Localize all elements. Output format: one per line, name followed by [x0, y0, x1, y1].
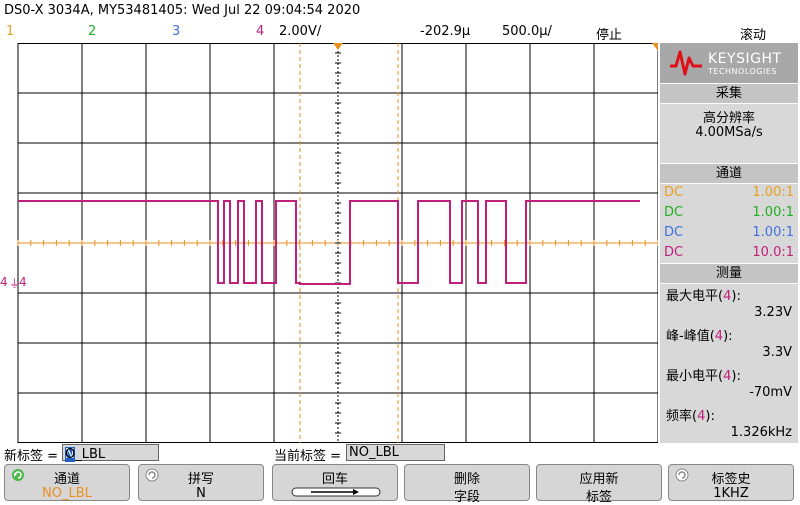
ch3-probe: 1.00:1 — [752, 225, 794, 240]
graticule — [17, 43, 658, 443]
softkey-label: 回车 — [321, 472, 348, 487]
ch2-probe: 1.00:1 — [752, 205, 794, 220]
measurement-name: 峰-峰值(4): — [666, 329, 733, 344]
measurement-name: 最大电平(4): — [666, 289, 741, 304]
channel-1-indicator[interactable]: 1 — [6, 24, 15, 39]
current-label-field: NO_LBL — [346, 444, 445, 461]
measurement-value: 3.3V — [762, 345, 792, 360]
softkey-label: 拼写 — [187, 472, 214, 487]
brand-subtitle: TECHNOLOGIES — [708, 67, 777, 76]
softkey-label: 应用新 — [579, 472, 619, 487]
softkey-label: 通道 — [53, 472, 80, 487]
trigger-level-marker — [652, 43, 658, 51]
info-panel: KEYSIGHT TECHNOLOGIES 采集 高分辨率 4.00MSa/s … — [660, 43, 798, 443]
softkey-value: N — [196, 486, 206, 501]
new-label-value-rest: O_LBL — [65, 447, 106, 462]
title-bar: DS0-X 3034A, MY53481405: Wed Jul 22 09:0… — [0, 0, 800, 22]
brand-area: KEYSIGHT TECHNOLOGIES — [660, 43, 798, 84]
channel-4-indicator[interactable]: 4 — [256, 24, 265, 39]
rotate-knob-icon — [12, 469, 24, 481]
softkey-label: 标签史 — [711, 472, 751, 487]
time-offset: -202.9µ — [420, 24, 471, 39]
measurement-name: 频率(4): — [666, 409, 715, 424]
new-label-prefix: 新标签 = — [4, 449, 59, 464]
ch3-coupling: DC — [664, 225, 684, 240]
spell-softkey[interactable]: 拼写 N — [138, 464, 264, 501]
delete-char-softkey[interactable]: 删除 字段 — [404, 464, 530, 505]
channel-4-offset-label: 4 — [19, 275, 27, 289]
rotate-knob-icon — [145, 468, 159, 482]
enter-arrow-icon — [291, 487, 381, 497]
volts-per-div: 2.00V/ — [279, 24, 322, 39]
measurement-value: -70mV — [749, 385, 792, 400]
waveform-display[interactable]: 4 ⏚ 4 — [0, 43, 658, 443]
measure-header: 测量 — [660, 263, 798, 284]
text-cursor: N — [65, 447, 75, 462]
channel-softkey[interactable]: 通道 NO_LBL — [4, 464, 130, 501]
channel-header: 通道 — [660, 163, 798, 184]
ch4-probe: 10.0:1 — [752, 245, 794, 260]
ch2-coupling: DC — [664, 205, 684, 220]
rotate-knob-icon — [675, 468, 689, 482]
ground-symbol-icon: ⏚ — [9, 277, 20, 290]
softkey-label: 删除 — [453, 472, 480, 487]
brand-name: KEYSIGHT — [708, 51, 782, 67]
sample-rate: 4.00MSa/s — [695, 125, 763, 140]
label-bar: 新标签 = N O_LBL 当前标签 = NO_LBL — [0, 443, 800, 464]
time-per-div: 500.0µ/ — [502, 24, 552, 39]
channel-2-indicator[interactable]: 2 — [88, 24, 97, 39]
softkey-value: NO_LBL — [42, 486, 92, 501]
ch1-probe: 1.00:1 — [752, 185, 794, 200]
keysight-logo-icon — [670, 50, 702, 76]
softkey-bar: 通道 NO_LBL 拼写 N 回车 删除 字段 应用新 标签 标签史 1KHZ — [0, 463, 800, 505]
acquire-mode: 高分辨率 — [702, 111, 755, 126]
status-bar: 1 2 3 4 2.00V/ -202.9µ 500.0µ/ 停止 滚动 — [0, 22, 800, 43]
ground-marker-label: 4 — [0, 275, 8, 289]
softkey-value: 标签 — [585, 490, 612, 505]
measurement-value: 1.326kHz — [730, 425, 792, 440]
channel-3-indicator[interactable]: 3 — [172, 24, 181, 39]
measurement-value: 3.23V — [754, 305, 792, 320]
ground-marker[interactable]: 4 ⏚ 4 — [0, 275, 27, 290]
ch1-coupling: DC — [664, 185, 684, 200]
acquire-mode-status: 滚动 — [740, 28, 767, 43]
acquire-header: 采集 — [660, 83, 798, 104]
label-history-softkey[interactable]: 标签史 1KHZ — [668, 464, 794, 501]
trigger-position-marker[interactable] — [333, 43, 343, 50]
ch4-coupling: DC — [664, 245, 684, 260]
channel-4-trace — [18, 200, 640, 285]
current-label-prefix: 当前标签 = — [274, 449, 342, 464]
measurement-name: 最小电平(4): — [666, 369, 741, 384]
softkey-value: 1KHZ — [713, 486, 749, 501]
scope-title: DS0-X 3034A, MY53481405: Wed Jul 22 09:0… — [4, 3, 361, 18]
apply-label-softkey[interactable]: 应用新 标签 — [536, 464, 662, 505]
softkey-value: 字段 — [453, 490, 480, 505]
run-state: 停止 — [596, 28, 623, 43]
enter-softkey[interactable]: 回车 — [272, 464, 398, 501]
new-label-field[interactable]: N O_LBL — [62, 444, 159, 462]
waveform-svg: 4 ⏚ 4 — [0, 43, 658, 443]
